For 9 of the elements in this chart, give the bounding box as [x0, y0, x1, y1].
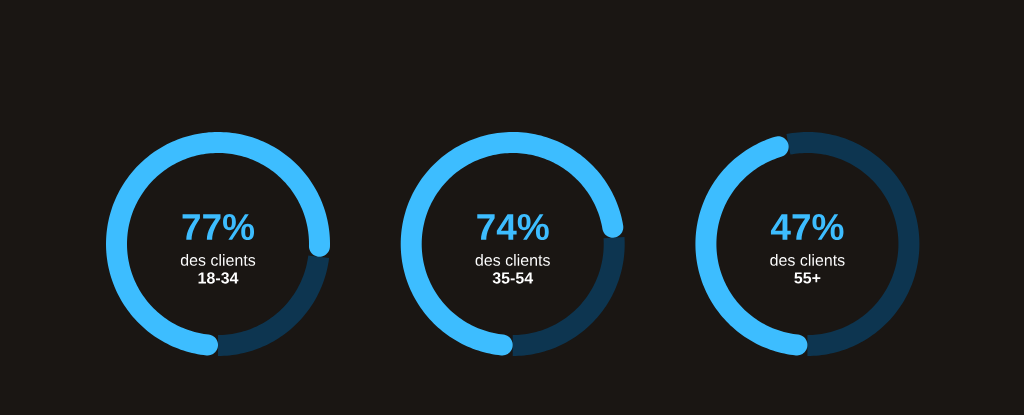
data-label: 77%	[182, 213, 255, 241]
text: 55+	[794, 272, 821, 284]
data-label: 74%	[477, 213, 549, 241]
text: des clients	[475, 254, 550, 266]
text: des clients	[770, 254, 845, 266]
text: des clients	[180, 254, 256, 266]
data-label: 47%	[770, 213, 844, 241]
text: 35-54	[492, 272, 534, 284]
text: 18-34	[198, 272, 239, 284]
